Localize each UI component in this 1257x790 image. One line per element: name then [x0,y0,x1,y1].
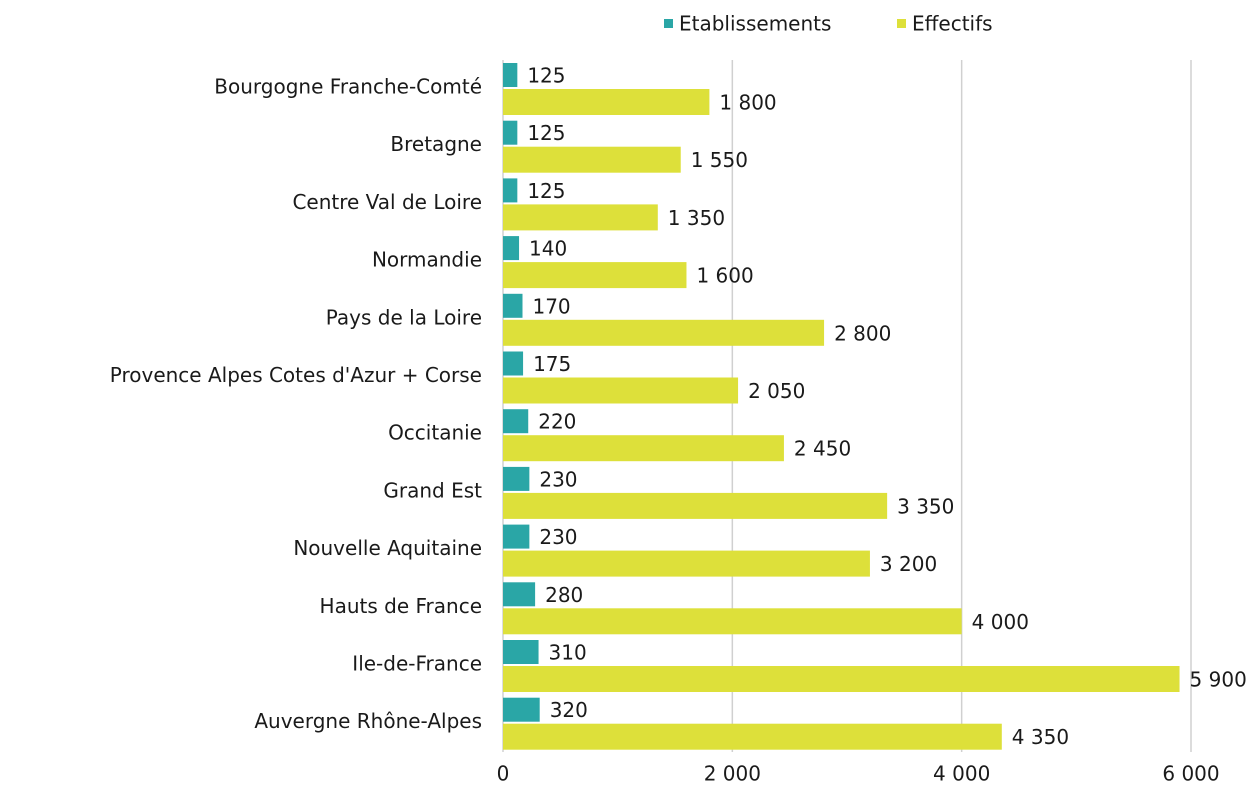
category-label: Nouvelle Aquitaine [293,536,482,560]
bar [503,120,518,145]
category-label: Occitanie [388,421,482,445]
data-label: 230 [539,525,577,549]
data-label: 320 [550,698,588,722]
bar [503,293,523,318]
data-label: 2 450 [794,437,851,461]
category-label: Normandie [372,248,482,272]
data-label: 3 200 [880,552,937,576]
legend-swatch [897,19,906,28]
bar [503,640,539,664]
data-label: 2 800 [834,321,891,345]
data-label: 4 350 [1012,725,1069,749]
data-label: 280 [545,583,583,607]
bar [503,608,962,635]
bar [503,466,530,491]
x-tick-label: 2 000 [704,762,761,786]
data-label: 1 350 [668,206,725,230]
bar [503,435,784,462]
x-tick-label: 0 [497,762,510,786]
bar [503,377,739,404]
data-label: 3 350 [897,494,954,518]
legend-swatch [664,19,673,28]
category-label: Pays de la Loire [326,305,482,329]
bar [503,146,681,173]
bar [503,319,825,346]
category-label: Bourgogne Franche-Comté [214,75,482,99]
bar [503,204,658,231]
data-label: 170 [532,294,570,318]
data-label: 220 [538,410,576,434]
bar [503,524,530,549]
category-label: Provence Alpes Cotes d'Azur + Corse [110,363,482,387]
bar [503,262,687,289]
category-label: Auvergne Rhône-Alpes [254,709,482,733]
bar [503,409,529,434]
data-label: 125 [527,179,565,203]
data-label: 2 050 [748,379,805,403]
data-label: 1 550 [691,148,748,172]
legend-label: Effectifs [912,12,993,36]
data-label: 175 [533,352,571,376]
category-label: Ile-de-France [352,652,482,676]
category-label: Hauts de France [320,594,482,618]
legend-label: Etablissements [679,12,831,36]
bar [503,89,710,115]
data-label: 125 [527,64,565,88]
bar [503,351,524,376]
x-tick-label: 6 000 [1162,762,1219,786]
data-label: 125 [527,121,565,145]
bar [503,63,518,87]
data-label: 310 [549,641,587,665]
data-label: 1 600 [696,264,753,288]
data-label: 230 [539,467,577,491]
data-label: 1 800 [719,91,776,115]
category-label: Grand Est [383,478,482,502]
bar [503,178,518,203]
data-label: 4 000 [972,610,1029,634]
bar [503,550,870,577]
bar [503,492,888,519]
x-tick-label: 4 000 [933,762,990,786]
data-label: 5 900 [1190,668,1247,692]
bar [503,236,520,261]
bar [503,666,1180,692]
category-label: Centre Val de Loire [292,190,482,214]
bar [503,723,1002,750]
category-label: Bretagne [390,132,482,156]
data-label: 140 [529,237,567,261]
bar [503,697,540,722]
bar [503,582,536,607]
